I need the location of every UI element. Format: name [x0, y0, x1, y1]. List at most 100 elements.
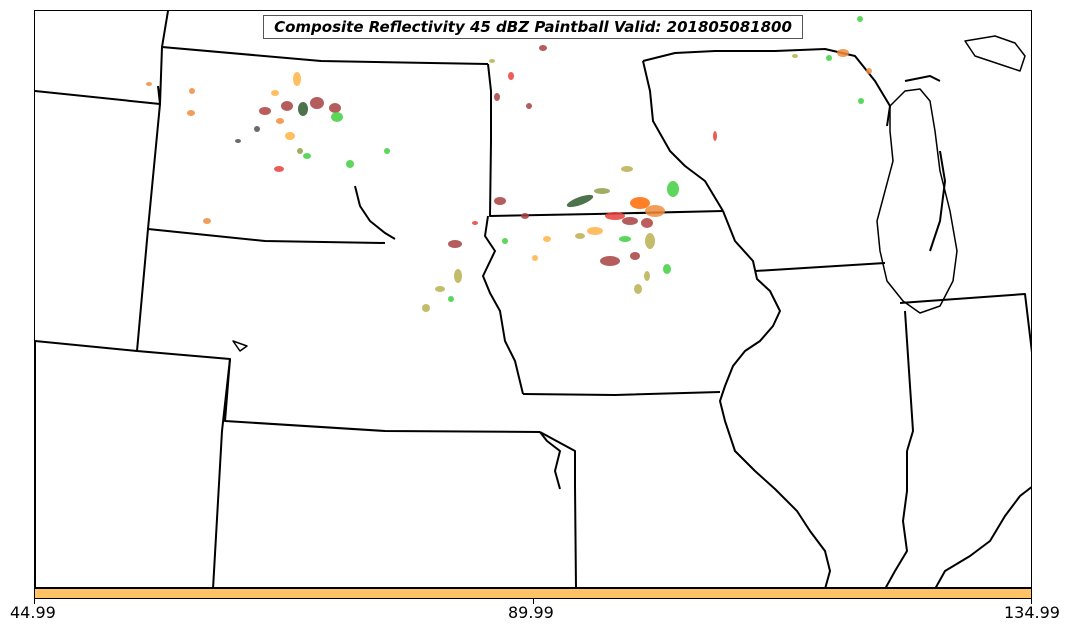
paintball-blob	[494, 93, 500, 101]
paintball-blob	[539, 45, 547, 51]
paintball-blob	[826, 55, 832, 61]
paintball-blob	[526, 103, 532, 109]
paintball-blob	[792, 54, 798, 58]
paintball-blob	[621, 166, 633, 172]
paintball-blob	[594, 188, 610, 194]
paintball-blob	[667, 181, 679, 197]
paintball-blob	[600, 256, 620, 266]
paintball-cluster-dakotas	[146, 72, 390, 224]
paintball-blob	[235, 139, 241, 143]
paintball-blob	[605, 212, 625, 220]
paintball-blob	[454, 269, 462, 283]
paintball-blob	[346, 160, 354, 168]
paintball-blob	[303, 153, 311, 159]
state-border	[904, 75, 941, 82]
paintball-blob	[448, 296, 454, 302]
paintball-blob	[837, 49, 849, 57]
river-border	[539, 431, 561, 490]
colorbar-label-min: 44.99	[10, 603, 56, 622]
paintball-blob	[494, 197, 506, 205]
state-border	[35, 340, 231, 587]
river-border	[719, 210, 831, 587]
paintball-blob	[297, 148, 303, 154]
lake-outline	[232, 340, 248, 352]
state-border	[899, 293, 1031, 353]
paintball-blob	[543, 236, 551, 242]
paintball-blob	[508, 72, 514, 80]
lake-outline	[876, 88, 958, 314]
paintball-blob	[281, 101, 293, 111]
paintball-blob	[644, 271, 650, 281]
paintball-blob	[298, 102, 308, 116]
paintball-cluster-iowa	[422, 166, 679, 312]
state-border	[35, 85, 161, 105]
paintball-blob	[634, 284, 642, 294]
state-border	[642, 60, 724, 212]
paintball-blob	[146, 82, 152, 86]
paintball-blob	[857, 16, 863, 22]
paintball-blob	[187, 110, 195, 116]
paintball-blob	[502, 238, 508, 244]
paintball-blob	[293, 72, 301, 86]
colorbar	[34, 588, 1032, 599]
paintball-blob	[203, 218, 211, 224]
paintball-blob	[619, 236, 631, 242]
colorbar-tick	[533, 599, 534, 604]
paintball-blob	[630, 197, 650, 209]
colorbar-label-max: 134.99	[1004, 603, 1060, 622]
paintball-blob	[566, 194, 594, 208]
state-border	[539, 431, 577, 587]
paintball-blob	[532, 255, 538, 261]
state-border	[224, 358, 541, 433]
paintball-blob	[630, 252, 640, 260]
state-border	[929, 150, 946, 252]
paintball-blob	[276, 118, 284, 124]
paintball-blob	[274, 166, 284, 172]
paintball-blob	[575, 233, 585, 239]
river-border	[354, 185, 396, 240]
paintball-blob	[285, 132, 295, 140]
state-border	[934, 486, 1031, 587]
paintball-blob	[422, 304, 430, 312]
paintball-blob	[310, 97, 324, 109]
colorbar-tick	[34, 599, 35, 604]
paintball-blob	[587, 227, 603, 235]
paintball-blob	[329, 103, 341, 113]
state-border	[642, 48, 891, 127]
paintball-blob	[448, 240, 462, 248]
map-canvas	[35, 11, 1031, 587]
map-title: Composite Reflectivity 45 dBZ Paintball …	[263, 15, 803, 39]
paintball-blob	[622, 217, 638, 225]
state-border	[482, 215, 524, 395]
paintball-blob	[189, 88, 195, 94]
paintball-blob	[435, 286, 445, 292]
state-border	[904, 310, 914, 452]
paintball-blob	[271, 90, 279, 96]
paintball-blob	[641, 218, 653, 228]
paintball-blob	[866, 68, 872, 74]
paintball-blob	[472, 221, 478, 225]
paintball-blob	[331, 112, 343, 122]
colorbar-label-mid: 89.99	[508, 603, 554, 622]
state-border	[147, 228, 386, 244]
state-border	[161, 46, 489, 65]
paintball-blob	[259, 107, 271, 115]
paintball-blob	[663, 264, 671, 274]
paintball-blob	[254, 126, 260, 132]
paintball-blob	[489, 59, 495, 63]
state-border	[884, 451, 908, 587]
state-border	[136, 11, 169, 352]
paintball-blob	[384, 148, 390, 154]
paintball-blob	[645, 205, 665, 217]
state-border	[754, 262, 886, 272]
paintball-blob	[858, 98, 864, 104]
map-panel	[34, 10, 1032, 588]
paintball-blob	[713, 131, 717, 141]
lake-outline	[964, 35, 1026, 72]
paintball-cluster-north	[489, 16, 872, 141]
paintball-blob	[645, 233, 655, 249]
state-borders	[35, 11, 1031, 587]
paintball-blob	[521, 213, 529, 219]
colorbar-tick	[1031, 599, 1032, 604]
state-border	[522, 391, 721, 396]
